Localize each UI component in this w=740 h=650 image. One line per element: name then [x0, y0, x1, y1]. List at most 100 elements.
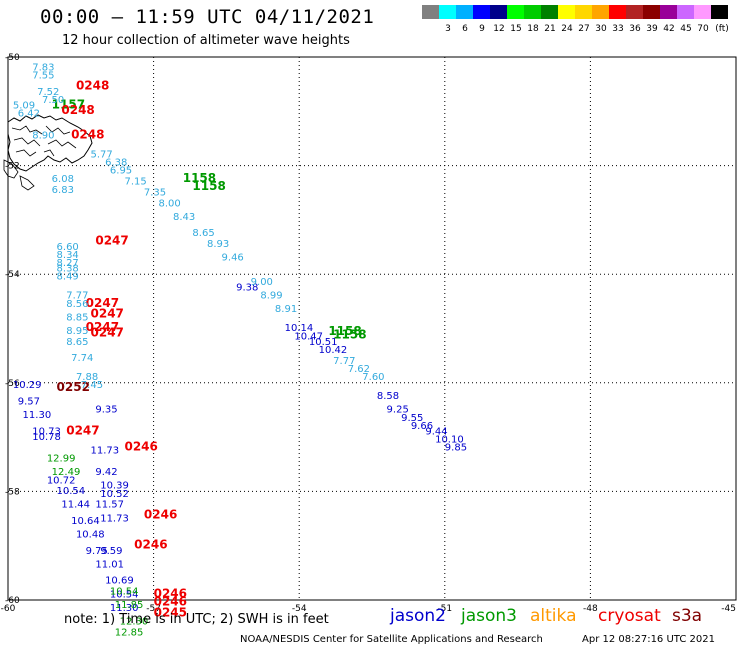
wave-height-label: 7.83: [32, 63, 54, 74]
wave-height-label: 6.38: [105, 158, 127, 169]
legend-label: 33: [612, 24, 624, 34]
pass-time-label: 0248: [61, 103, 94, 117]
legend-label: 27: [578, 24, 590, 34]
lon-tick-label: -45: [721, 604, 736, 614]
legend-label: 70: [697, 24, 709, 34]
wave-height-label: 12.30: [120, 616, 149, 627]
legend-swatch: [626, 5, 643, 19]
legend-swatch: [558, 5, 575, 19]
pass-time-label: 0248: [71, 127, 104, 141]
wave-height-label: 11.73: [91, 445, 120, 456]
wave-height-label: 6.95: [110, 166, 132, 177]
wave-height-label: 7.62: [348, 364, 370, 375]
wave-height-label: 9.42: [95, 467, 117, 478]
pass-time-label: 1158: [192, 179, 225, 193]
legend-swatch: [694, 5, 711, 19]
legend-label: 6: [462, 24, 468, 34]
wave-height-label: 8.91: [275, 304, 297, 315]
axis-tick-labels: -60 -57 -54 -51 -48 -45 -50 -52 -54 -56 -58 -60: [1, 53, 736, 614]
legend-swatch: [609, 5, 626, 19]
wave-height-label: 11.57: [95, 500, 124, 511]
wave-height-label: 9.66: [411, 421, 433, 432]
wave-height-label: 7.45: [81, 380, 103, 391]
wave-height-label: 9.44: [425, 426, 447, 437]
footer-note: note: 1) Time is in UTC; 2) SWH is in fe…: [64, 612, 329, 627]
legend-label: 9: [479, 24, 485, 34]
pass-time-label: 0246: [154, 594, 187, 608]
wave-height-label: 10.51: [309, 337, 338, 348]
coastline-falkland-islands: [3, 114, 93, 191]
wave-height-label: 8.90: [32, 130, 54, 141]
wave-height-label: 9.25: [387, 405, 409, 416]
lat-tick-label: -52: [5, 162, 20, 172]
legend-swatch: [456, 5, 473, 19]
wave-height-label: 7.60: [362, 372, 384, 383]
legend-swatch: [439, 5, 456, 19]
wave-height-label: 12.49: [52, 467, 81, 478]
footer-date: Apr 12 08:27:16 UTC 2021: [582, 634, 715, 645]
lon-tick-label: -51: [437, 604, 452, 614]
satellite-name: cryosat: [598, 606, 661, 626]
wave-height-label: 10.48: [76, 530, 105, 541]
wave-height-label: 10.78: [32, 432, 61, 443]
wave-height-label: 7.15: [124, 177, 146, 188]
wave-height-label: 8.56: [66, 299, 88, 310]
legend-swatch: [660, 5, 677, 19]
lat-tick-label: -50: [5, 53, 20, 63]
wave-height-label: 10.42: [319, 345, 348, 356]
wave-height-label: 9.59: [100, 546, 122, 557]
wave-height-label: 8.65: [66, 337, 88, 348]
wave-height-label: 8.49: [57, 272, 79, 283]
wave-height-label: 10.47: [294, 331, 323, 342]
wave-height-label: 8.65: [192, 228, 214, 239]
wave-height-label: 12.99: [47, 454, 76, 465]
pass-time-label: 0246: [134, 537, 167, 551]
lon-tick-label: -60: [1, 604, 16, 614]
pass-time-label: 0248: [76, 79, 109, 93]
wave-height-label: 8.85: [66, 312, 88, 323]
wave-height-label: 9.85: [445, 443, 467, 454]
wave-height-label: 11.44: [61, 500, 90, 511]
pass-time-label: 0252: [57, 380, 90, 394]
footer-credit: NOAA/NESDIS Center for Satellite Applica…: [240, 634, 543, 645]
lon-tick-label: -48: [583, 604, 598, 614]
wave-height-label: 7.88: [76, 372, 98, 383]
legend-swatch: [422, 5, 439, 19]
wave-height-label: 8.58: [377, 391, 399, 402]
satellite-name: s3a: [672, 606, 703, 626]
wave-height-label: 9.55: [401, 413, 423, 424]
wave-height-label: 5.77: [91, 149, 113, 160]
wave-height-label: 11.73: [100, 513, 129, 524]
wave-height-label: 10.72: [47, 475, 76, 486]
legend-swatch: [473, 5, 490, 19]
pass-time-label: 0247: [95, 233, 128, 247]
wave-height-label: 9.35: [95, 405, 117, 416]
wave-height-label: 11.01: [95, 559, 124, 570]
wave-height-label: 10.52: [100, 489, 129, 500]
pass-time-label: 0247: [91, 307, 124, 321]
wave-height-label: 9.57: [18, 397, 40, 408]
legend-swatch: [592, 5, 609, 19]
pass-time-label: 0246: [154, 586, 187, 600]
map-subtitle: 12 hour collection of altimeter wave hei…: [62, 33, 350, 48]
legend-swatch: [711, 5, 728, 19]
pass-time-label: 1158: [333, 327, 366, 341]
wave-height-label: 8.27: [57, 258, 79, 269]
wave-height-label: 11.30: [110, 603, 139, 614]
wave-height-label: 7.55: [32, 71, 54, 82]
legend-label: 30: [595, 24, 607, 34]
wave-height-label: 10.14: [285, 323, 314, 334]
wave-height-label: 8.95: [66, 326, 88, 337]
wave-height-label: 7.35: [144, 187, 166, 198]
lat-tick-label: -58: [5, 487, 20, 497]
pass-time-label: 0247: [86, 296, 119, 310]
wave-height-label: 8.43: [173, 212, 195, 223]
wave-height-label: 7.52: [37, 87, 59, 98]
wave-height-label: 9.46: [222, 253, 244, 264]
wave-height-label: 7.50: [42, 95, 64, 106]
lat-tick-label: -54: [5, 270, 20, 280]
legend-label: 45: [680, 24, 692, 34]
lat-lon-grid: [7, 56, 737, 601]
legend-label: 12: [493, 24, 505, 34]
